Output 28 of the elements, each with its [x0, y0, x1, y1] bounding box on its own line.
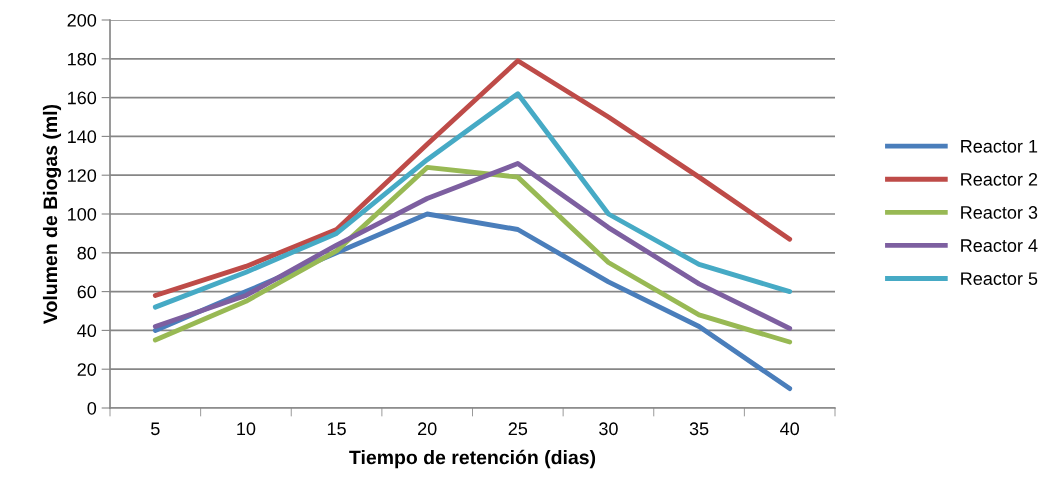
x-tick-label: 25 — [508, 422, 528, 436]
x-tick-label: 15 — [327, 422, 346, 436]
x-axis-title: Tiempo de retención (dias) — [349, 449, 596, 469]
y-axis-title: Volumen de Biogas (ml) — [42, 104, 62, 324]
y-tick-label: 180 — [68, 52, 97, 66]
x-tick-label: 40 — [780, 422, 800, 436]
y-tick-label: 80 — [77, 246, 97, 260]
x-tick-label: 20 — [418, 422, 437, 436]
legend-label: Reactor 5 — [961, 272, 1038, 286]
y-tick-label: 160 — [68, 91, 97, 105]
legend-label: Reactor 3 — [961, 206, 1038, 219]
line-series — [152, 58, 793, 298]
y-tick-label: 60 — [77, 285, 97, 299]
legend-label: Reactor 4 — [961, 239, 1038, 252]
y-tick-label: 120 — [68, 169, 97, 182]
legend-label: Reactor 2 — [961, 172, 1038, 186]
y-tick-label: 40 — [77, 324, 97, 338]
x-tick-label: 35 — [689, 422, 709, 436]
y-tick-label: 20 — [77, 363, 97, 376]
legend-label: Reactor 1 — [961, 140, 1038, 153]
y-tick-label: 200 — [67, 13, 97, 27]
x-tick-label: 10 — [237, 422, 256, 436]
x-tick-label: 5 — [151, 422, 160, 436]
y-tick-label: 140 — [68, 130, 97, 144]
y-tick-label: 100 — [68, 207, 97, 221]
x-tick-label: 30 — [599, 422, 618, 436]
line-series — [152, 91, 793, 310]
y-tick-label: 0 — [87, 401, 97, 415]
